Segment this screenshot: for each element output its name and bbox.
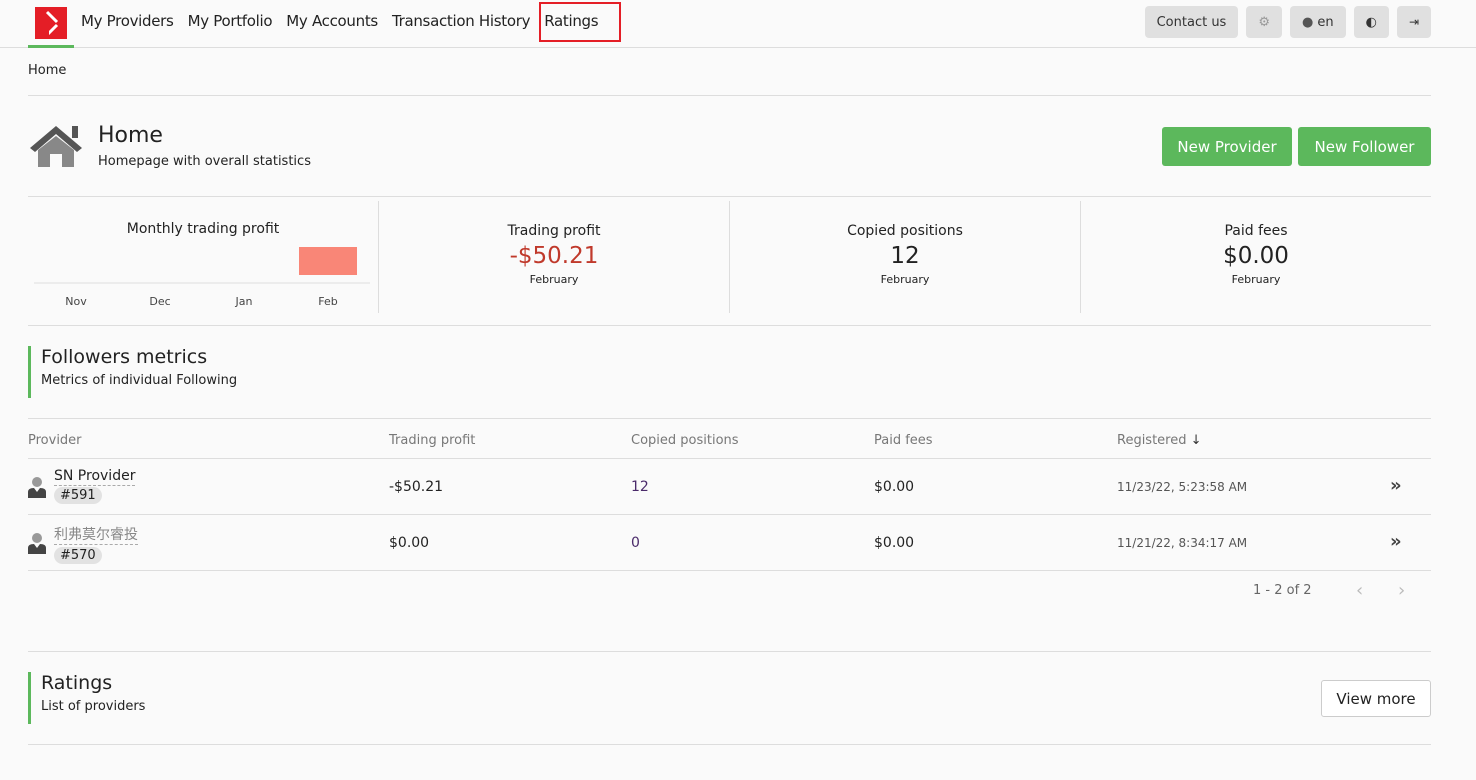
x-tick-label: Jan xyxy=(235,295,253,308)
divider xyxy=(28,458,1431,459)
stat-value: 12 xyxy=(890,243,920,269)
paid-fees: $0.00 xyxy=(874,535,915,551)
copied-positions[interactable]: 12 xyxy=(631,479,649,495)
col-copied-positions[interactable]: Copied positions xyxy=(631,433,739,448)
nav-transaction-history[interactable]: Transaction History xyxy=(391,12,531,30)
stat-copied-positions: Copied positions 12 February xyxy=(729,201,1080,313)
language-button[interactable]: ● en xyxy=(1290,6,1346,38)
section-subtitle: Metrics of individual Following xyxy=(41,373,238,388)
copied-positions[interactable]: 0 xyxy=(631,535,640,551)
home-icon xyxy=(30,126,82,167)
paid-fees: $0.00 xyxy=(874,479,915,495)
theme-toggle-button[interactable]: ◐ xyxy=(1353,6,1389,38)
section-title: Ratings xyxy=(41,672,113,694)
provider-link[interactable]: 利弗莫尔睿投 xyxy=(54,527,138,545)
provider-link[interactable]: SN Provider xyxy=(54,468,136,486)
col-label: Registered xyxy=(1117,433,1187,448)
followers-section-header: Followers metrics Metrics of individual … xyxy=(28,346,237,398)
gear-icon: ⚙ xyxy=(1258,14,1270,30)
logout-icon: ⇥ xyxy=(1408,15,1419,29)
nav-ratings[interactable]: Ratings xyxy=(544,12,599,30)
stat-month: February xyxy=(529,273,579,286)
provider-id-badge: #591 xyxy=(54,487,102,504)
double-chevron-right-icon[interactable]: » xyxy=(1390,475,1402,496)
view-more-button[interactable]: View more xyxy=(1321,680,1431,717)
pagination-info: 1 - 2 of 2 xyxy=(1253,583,1312,598)
chart-title: Monthly trading profit xyxy=(126,221,280,237)
prev-page-button[interactable]: ‹ xyxy=(1356,580,1364,601)
ratings-section-header: Ratings List of providers xyxy=(28,672,145,724)
language-label: en xyxy=(1317,14,1334,30)
divider xyxy=(28,196,1431,197)
section-title: Followers metrics xyxy=(41,346,208,368)
divider xyxy=(28,570,1431,571)
divider xyxy=(28,744,1431,745)
divider xyxy=(28,418,1431,419)
registered-date: 11/23/22, 5:23:58 AM xyxy=(1117,480,1248,494)
stat-month: February xyxy=(880,273,930,286)
stat-month: February xyxy=(1231,273,1281,286)
new-provider-button[interactable]: New Provider xyxy=(1162,127,1292,166)
stat-value: $0.00 xyxy=(1223,243,1289,269)
contact-us-button[interactable]: Contact us xyxy=(1144,6,1239,38)
stat-value: -$50.21 xyxy=(509,243,599,269)
user-icon xyxy=(28,477,46,498)
globe-icon: ● xyxy=(1302,14,1314,30)
highlight-box xyxy=(539,2,621,42)
x-tick-label: Feb xyxy=(318,295,337,308)
trading-profit: -$50.21 xyxy=(389,479,444,495)
stat-trading-profit: Trading profit -$50.21 February xyxy=(378,201,729,313)
sort-down-icon: ↓ xyxy=(1190,433,1202,448)
nav-my-providers[interactable]: My Providers xyxy=(81,12,174,30)
breadcrumb[interactable]: Home xyxy=(28,63,67,78)
stat-label: Trading profit xyxy=(507,223,601,239)
divider xyxy=(28,325,1431,326)
divider xyxy=(28,514,1431,515)
divider xyxy=(28,651,1431,652)
stat-label: Copied positions xyxy=(847,223,963,239)
nav-my-portfolio[interactable]: My Portfolio xyxy=(187,12,273,30)
settings-button[interactable]: ⚙ xyxy=(1246,6,1282,38)
logout-button[interactable]: ⇥ xyxy=(1396,6,1431,38)
page-subtitle: Homepage with overall statistics xyxy=(98,154,311,169)
contrast-icon: ◐ xyxy=(1365,14,1377,30)
provider-id-badge: #570 xyxy=(54,547,102,564)
page-title: Home xyxy=(98,123,163,148)
new-follower-button[interactable]: New Follower xyxy=(1298,127,1431,166)
divider xyxy=(28,95,1431,96)
trading-profit: $0.00 xyxy=(389,535,430,551)
nav-my-accounts[interactable]: My Accounts xyxy=(286,12,378,30)
active-indicator xyxy=(28,45,74,48)
col-provider[interactable]: Provider xyxy=(28,433,82,448)
double-chevron-right-icon[interactable]: » xyxy=(1390,531,1402,552)
logo[interactable] xyxy=(35,7,67,39)
col-paid-fees[interactable]: Paid fees xyxy=(874,433,933,448)
monthly-profit-chart: Monthly trading profit Nov Dec Jan Feb xyxy=(28,201,378,313)
bar-feb xyxy=(299,247,357,275)
col-registered[interactable]: Registered ↓ xyxy=(1117,433,1202,448)
section-subtitle: List of providers xyxy=(41,699,146,714)
top-nav: My Providers My Portfolio My Accounts Tr… xyxy=(0,0,1476,48)
stat-paid-fees: Paid fees $0.00 February xyxy=(1080,201,1431,313)
x-tick-label: Nov xyxy=(65,295,87,308)
registered-date: 11/21/22, 8:34:17 AM xyxy=(1117,536,1248,550)
next-page-button[interactable]: › xyxy=(1398,580,1406,601)
x-tick-label: Dec xyxy=(149,295,170,308)
user-icon xyxy=(28,533,46,554)
stat-label: Paid fees xyxy=(1224,223,1288,239)
col-trading-profit[interactable]: Trading profit xyxy=(389,433,476,448)
